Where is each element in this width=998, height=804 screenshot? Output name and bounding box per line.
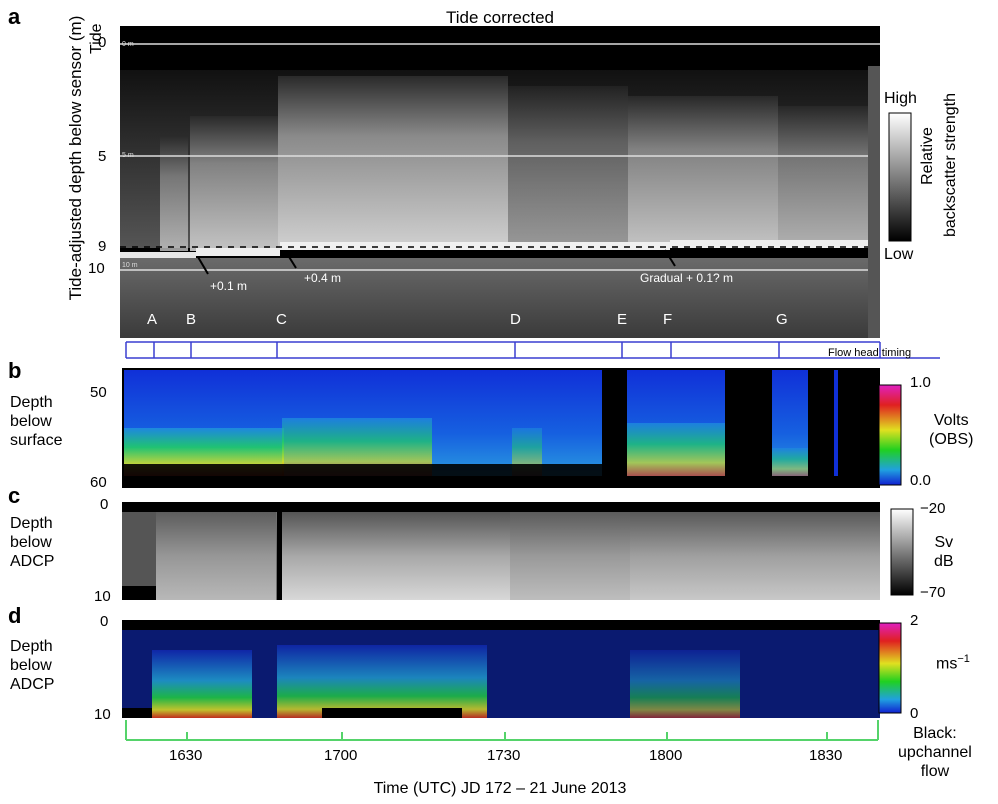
- panel-c-ytick-10: 10: [94, 588, 111, 605]
- panel-a-ytick-9: 9: [98, 238, 107, 255]
- panel-c-ytick-0: 0: [100, 496, 109, 513]
- panel-c-colorbar-min: −70: [920, 584, 946, 601]
- panel-d-velocity-image: [122, 620, 880, 718]
- time-axis: [125, 720, 879, 741]
- panel-a-colorbar: [888, 112, 912, 242]
- panel-a-ytick-10: 10: [88, 260, 105, 277]
- panel-d-ytick-10: 10: [94, 706, 111, 723]
- panel-a-title: Tide corrected: [445, 8, 555, 27]
- panel-a-ytick-5: 5: [98, 148, 107, 165]
- flow-letter-b: B: [186, 311, 196, 328]
- panel-d-colorbar-max: 2: [910, 612, 919, 629]
- panel-d-colorbar-min: 0: [910, 705, 919, 722]
- flow-head-timing-bar: Flow head timing: [125, 341, 940, 359]
- flow-letter-c: C: [276, 311, 287, 328]
- flow-head-label: Flow head timing: [828, 347, 911, 359]
- panel-b-colorbar: [878, 384, 902, 486]
- time-tick-1800: 1800: [649, 747, 683, 764]
- annotation-arrow-b: [197, 256, 209, 275]
- panel-b-ytick-60: 60: [90, 474, 107, 491]
- panel-c-ylabel: Depth below ADCP: [10, 515, 55, 570]
- annotation-gradual: Gradual + 0.1? m: [640, 271, 733, 285]
- panel-letter-c: c: [8, 483, 21, 508]
- time-axis-label: Time (UTC) JD 172 – 21 June 2013: [373, 780, 627, 797]
- panel-a-ytick-0: 0: [98, 34, 107, 51]
- panel-d-colorbar: [878, 622, 902, 714]
- panel-letter-a: a: [8, 4, 21, 29]
- panel-a-ylabel: Tide-adjusted depth below sensor (m): [66, 15, 85, 301]
- annotation-plus-0-4: +0.4 m: [304, 271, 341, 285]
- panel-d-colorbar-unit: ms−1: [936, 653, 970, 673]
- panel-a-colorbar-low: Low: [884, 246, 914, 263]
- panel-c-colorbar-max: −20: [920, 500, 946, 517]
- panel-a-colorbar-high: High: [884, 90, 917, 107]
- panel-d-colorbar-note: Black: upchannel flow: [898, 725, 972, 780]
- panel-letter-d: d: [8, 603, 22, 628]
- time-tick-1630: 1630: [169, 747, 203, 764]
- panel-c-sv-image: [122, 502, 880, 600]
- panel-letter-b: b: [8, 358, 22, 383]
- flow-letter-g: G: [776, 311, 788, 328]
- panel-b-colorbar-max: 1.0: [910, 374, 931, 391]
- annotation-arrow-f: [664, 249, 676, 267]
- time-tick-1730: 1730: [487, 747, 521, 764]
- panel-a-inner-label-0m: 0 m: [122, 41, 134, 48]
- panel-b-ytick-50: 50: [90, 384, 107, 401]
- panel-a-inner-label-5m: 5 m: [122, 152, 134, 159]
- annotation-plus-0-1: +0.1 m: [210, 279, 247, 293]
- panel-a-inner-label-10m: 10 m: [122, 262, 138, 269]
- panel-b-colorbar-min: 0.0: [910, 472, 931, 489]
- panel-b-ylabel: Depth below surface: [10, 394, 63, 449]
- flow-letter-d: D: [510, 311, 521, 328]
- panel-a-sonar-image: 0 m 5 m 10 m +0.1 m +0.4 m Gradual + 0.1…: [120, 26, 880, 338]
- panel-a-colorbar-title-1: Relative: [919, 127, 936, 185]
- time-tick-1830: 1830: [809, 747, 843, 764]
- panel-c-colorbar: [890, 508, 914, 596]
- panel-d-ylabel: Depth below ADCP: [10, 638, 55, 693]
- time-tick-1700: 1700: [324, 747, 358, 764]
- flow-letter-e: E: [617, 311, 627, 328]
- flow-letter-a: A: [147, 311, 157, 328]
- flow-letter-f: F: [663, 311, 672, 328]
- panel-b-obs-image: [122, 368, 880, 488]
- panel-c-colorbar-title: Sv dB: [934, 534, 954, 570]
- panel-b-colorbar-title: Volts (OBS): [929, 412, 974, 448]
- annotation-arrow-c: [285, 251, 297, 269]
- panel-a-colorbar-title-2: backscatter strength: [942, 92, 959, 238]
- panel-d-ytick-0: 0: [100, 613, 109, 630]
